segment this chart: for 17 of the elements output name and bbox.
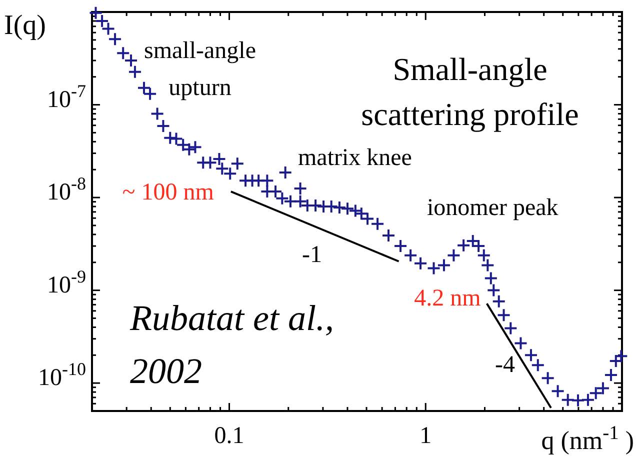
x-tick-label: 0.1 bbox=[214, 423, 244, 449]
y-tick-label: 10$^{-7}$ bbox=[47, 80, 86, 113]
annotation: Rubatat et al., 2002 bbox=[129, 298, 334, 391]
y-tick-label: 10$^{-9}$ bbox=[47, 266, 86, 298]
x-tick-label: 1 bbox=[420, 423, 432, 449]
annotation: ionomer peak bbox=[427, 195, 558, 221]
y-axis-title: I(q) bbox=[4, 10, 46, 41]
annotation: ~ 100 nm bbox=[122, 180, 214, 206]
text: Small-angle scattering profile bbox=[361, 51, 579, 132]
annotation: -4 bbox=[495, 352, 515, 378]
y-tick-label: 10$^{-8}$ bbox=[47, 174, 86, 206]
annotation: small-angle upturn bbox=[144, 38, 256, 101]
x-axis-title: q (nm$^{-1}$ ) bbox=[541, 422, 634, 455]
annotation: 4.2 nm bbox=[414, 286, 482, 312]
annotation: -1 bbox=[302, 242, 322, 268]
y-tick-label: 10$^{-10}$ bbox=[38, 359, 86, 392]
annotation: matrix knee bbox=[298, 145, 412, 171]
